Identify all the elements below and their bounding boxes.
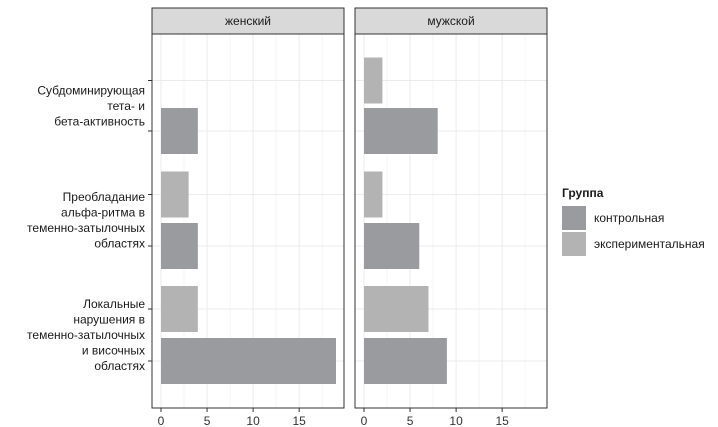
legend-swatch <box>562 232 586 256</box>
bar <box>364 108 438 154</box>
facet-strip-label: мужской <box>427 14 474 28</box>
facet-strip <box>151 7 345 35</box>
legend-label: экспериментальная <box>594 237 705 251</box>
bar <box>161 286 198 332</box>
bar <box>364 223 420 269</box>
panel-border <box>151 33 345 409</box>
legend-swatch <box>562 206 586 230</box>
bar <box>364 286 429 332</box>
x-tick-label: 5 <box>407 414 414 427</box>
legend-label: контрольная <box>594 211 664 225</box>
bar <box>161 171 189 218</box>
category-label: Субдоминирующая тета- и бета-активность <box>37 83 145 128</box>
facet-strip-label: женский <box>225 14 271 28</box>
bar <box>364 338 447 384</box>
category-label: Локальные нарушения в теменно-затылочных и … <box>27 297 145 373</box>
category-labels: Субдоминирующая тета- и бета-активность Пре… <box>27 80 152 373</box>
bar <box>161 223 198 269</box>
panel-border <box>354 33 548 409</box>
x-tick-label: 10 <box>449 414 463 427</box>
x-tick-label: 15 <box>495 414 509 427</box>
x-tick-label: 0 <box>158 414 165 427</box>
x-tick-label: 0 <box>361 414 368 427</box>
x-tick-label: 15 <box>292 414 306 427</box>
bar <box>161 338 336 384</box>
legend-title: Группа <box>562 186 604 200</box>
facet-panel-male: мужской 0 5 10 15 <box>354 7 548 427</box>
category-label: Преобладание альфа-ритма в теменно-затылоч… <box>27 190 145 251</box>
bar <box>364 57 383 104</box>
facet-strip <box>354 7 548 35</box>
x-tick-label: 10 <box>246 414 260 427</box>
bar <box>364 171 383 218</box>
legend: Группа контрольная экспериментальная <box>562 186 705 256</box>
bar <box>161 108 198 154</box>
facet-panels: женский 0 5 10 15 мужской 0 5 10 15 <box>151 7 548 427</box>
x-tick-label: 5 <box>204 414 211 427</box>
facet-panel-female: женский 0 5 10 15 <box>151 7 345 427</box>
